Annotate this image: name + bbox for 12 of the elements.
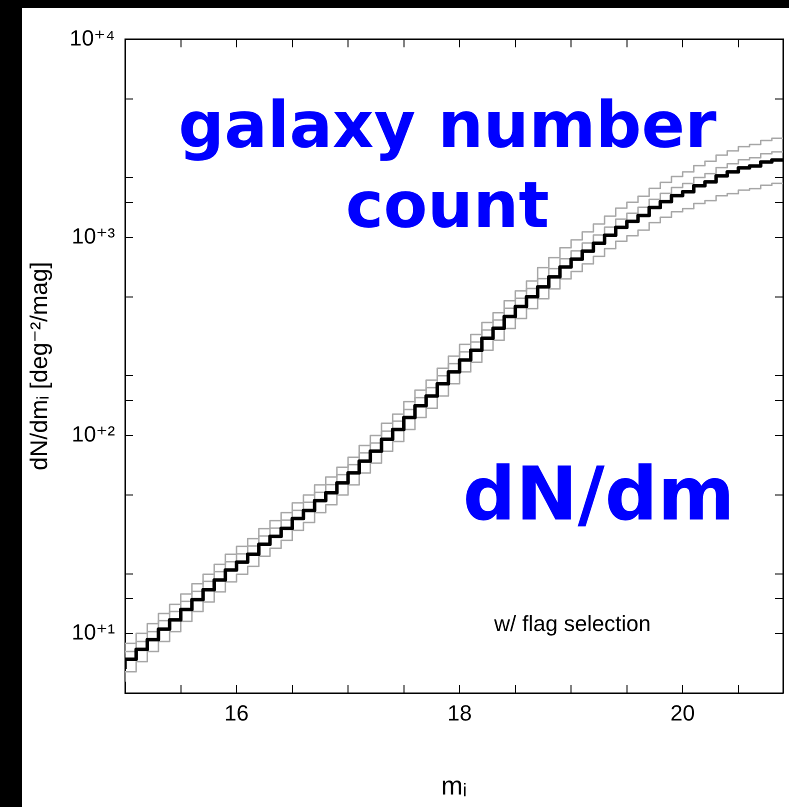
x-axis-title: mᵢ — [441, 770, 467, 801]
annotation: galaxy number count — [178, 89, 717, 244]
y-tick-label: 10⁺¹ — [72, 619, 115, 644]
y-axis-title: dN/dmᵢ [deg⁻²/mag] — [26, 262, 54, 470]
x-tick-label: 18 — [447, 700, 472, 726]
y-tick-label: 10⁺³ — [72, 223, 115, 248]
y-tick-label: 10⁺² — [72, 421, 115, 446]
x-tick-label: 16 — [224, 700, 249, 726]
annotation: dN/dm — [462, 452, 735, 538]
y-tick-label: 10⁺⁴ — [69, 25, 115, 50]
x-tick-label: 20 — [670, 700, 695, 726]
annotation: w/ flag selection — [493, 610, 651, 636]
